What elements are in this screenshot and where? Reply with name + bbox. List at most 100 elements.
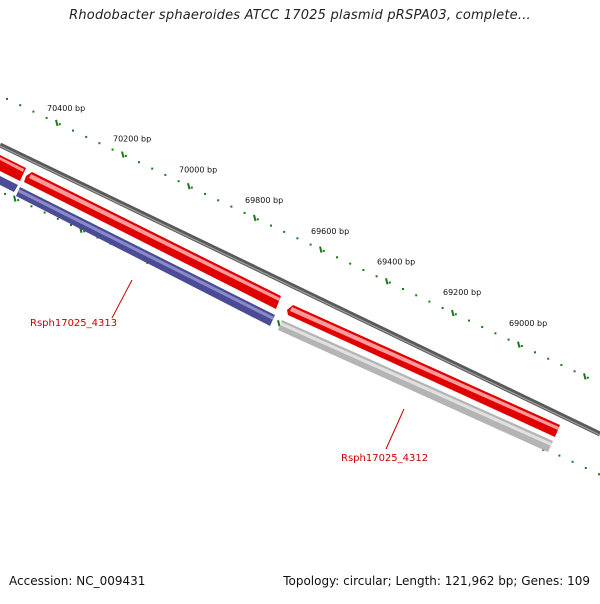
accession-value: NC_009431: [76, 574, 146, 588]
ruler-dot: [177, 180, 180, 183]
ruler-dot: [428, 300, 431, 303]
length-label: Length:: [395, 574, 441, 588]
gene-forward-middle[interactable]: [24, 172, 281, 309]
ruler-dot: [4, 192, 6, 195]
ruler-tick-label: 69200 bp: [443, 288, 481, 297]
ruler-dot: [296, 237, 299, 240]
ruler-dot: [534, 351, 536, 354]
ruler-dot: [17, 199, 20, 202]
ruler-dot: [45, 116, 48, 119]
ruler-dot: [309, 243, 312, 246]
ruler-dot: [138, 161, 140, 164]
ruler-tick-label: 69600 bp: [311, 227, 349, 236]
ruler-tick-label: 70200 bp: [113, 135, 151, 144]
ruler-dot: [83, 230, 86, 233]
ruler-dot: [375, 275, 378, 278]
gene-label-rsph17025-4313[interactable]: Rsph17025_4313: [30, 279, 133, 329]
ruler-dot: [283, 230, 286, 233]
ruler-major-tick: [187, 182, 191, 190]
ruler-dot: [454, 313, 457, 316]
accession-info: Accession: NC_009431: [9, 574, 145, 588]
ruler-dot: [98, 142, 101, 145]
ruler-dot: [190, 186, 193, 189]
ruler-dot: [598, 473, 600, 476]
ruler-dot: [151, 167, 154, 170]
ruler-dot: [388, 281, 391, 284]
gene-label-text[interactable]: Rsph17025_4312: [341, 453, 428, 464]
ruler-dot: [217, 199, 220, 202]
ruler-dot: [230, 205, 233, 208]
ruler-dot: [520, 345, 523, 347]
ruler-dot: [30, 205, 33, 208]
ruler-tick-label: 69000 bp: [509, 319, 547, 328]
ruler-dot: [402, 288, 404, 290]
ruler-dot: [19, 104, 22, 107]
ruler-dot: [164, 173, 167, 176]
ruler-dot: [349, 262, 352, 265]
ruler-dot: [43, 211, 46, 214]
topology-label: Topology:: [283, 574, 340, 588]
gene-label-rsph17025-4312[interactable]: Rsph17025_4312: [341, 408, 428, 464]
ruler-major-tick: [583, 373, 587, 380]
ruler-dot: [32, 110, 35, 113]
ruler-dot: [56, 217, 59, 220]
ruler-tick-label: 69800 bp: [245, 196, 283, 205]
map-title: Rhodobacter sphaeroides ATCC 17025 plasm…: [69, 8, 531, 23]
ruler-major-tick: [451, 309, 455, 317]
ruler-dot: [111, 148, 114, 151]
ruler-dot: [58, 123, 61, 126]
ruler-dot: [256, 218, 259, 221]
ruler-dot: [243, 211, 246, 214]
ruler-dot: [85, 135, 88, 138]
outer-ruler-track: [6, 97, 589, 380]
ruler-dot: [72, 129, 74, 132]
accession-label: Accession:: [9, 574, 73, 588]
ruler-dot: [6, 97, 8, 100]
topology-value: circular: [343, 574, 388, 588]
ruler-dot: [586, 376, 589, 379]
ruler-tick-labels: 70400 bp 70200 bp 70000 bp 69800 bp 69600 bp…: [47, 104, 547, 328]
ruler-dot: [270, 224, 272, 227]
ruler-major-tick: [13, 195, 17, 202]
ruler-dot: [468, 319, 470, 322]
ruler-major-tick: [385, 278, 389, 285]
ruler-dot: [573, 370, 576, 373]
ruler-major-tick: [55, 119, 59, 127]
ruler-dot: [322, 249, 325, 252]
plasmid-backbone: [0, 142, 600, 437]
ruler-tick-label: 69400 bp: [377, 258, 415, 267]
gene-forward-left[interactable]: [0, 155, 26, 181]
ruler-dot: [547, 357, 550, 360]
ruler-dot: [507, 338, 510, 341]
ruler-major-tick: [517, 341, 521, 348]
ruler-dot: [571, 460, 574, 463]
genome-summary: Topology: circular; Length: 121,962 bp; …: [283, 574, 590, 588]
ruler-dot: [362, 269, 365, 271]
gene-label-text[interactable]: Rsph17025_4313: [30, 318, 117, 329]
ruler-tick-label: 70400 bp: [47, 104, 85, 113]
ruler-major-tick: [277, 319, 281, 327]
length-value: 121,962 bp: [444, 574, 514, 588]
ruler-dot: [558, 454, 561, 457]
ruler-major-tick: [253, 214, 257, 222]
ruler-dot: [494, 332, 497, 335]
ruler-dot: [336, 256, 338, 259]
ruler-dot: [415, 294, 418, 297]
ruler-dot: [441, 307, 444, 309]
ruler-dot: [560, 364, 563, 366]
gene-rsph17025-4313-shape[interactable]: [0, 176, 275, 326]
ruler-dot: [481, 326, 484, 328]
ruler-major-tick: [121, 151, 125, 158]
gene-rsph17025-4312-shape[interactable]: [278, 320, 553, 452]
ruler-dot: [70, 224, 72, 226]
ruler-dot: [204, 192, 206, 195]
ruler-dot: [584, 467, 587, 469]
ruler-dot: [124, 154, 127, 157]
genes-label: Genes:: [521, 574, 564, 588]
ruler-major-tick: [319, 246, 323, 253]
ruler-tick-label: 70000 bp: [179, 165, 217, 174]
genes-value: 109: [567, 574, 590, 588]
gene-forward-right[interactable]: [287, 305, 560, 437]
